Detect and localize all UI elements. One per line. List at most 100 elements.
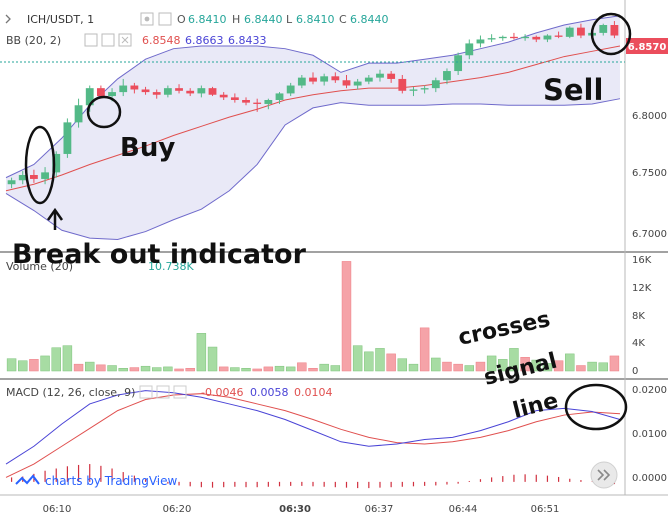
volume-bar: [598, 362, 608, 372]
candle-body: [297, 77, 306, 86]
candle-body: [521, 36, 530, 39]
volume-tick: 8K: [632, 311, 645, 322]
volume-bar: [274, 365, 285, 372]
volume-bar: [140, 365, 151, 372]
close-icon[interactable]: [173, 385, 187, 399]
volume-bar: [129, 367, 140, 372]
scroll-to-realtime-button[interactable]: [590, 461, 618, 489]
time-tick: 06:37: [365, 504, 394, 515]
volume-bar: [85, 361, 95, 372]
ohlc-value: 6.8440: [350, 13, 389, 26]
candle-body: [30, 175, 38, 179]
candle-body: [85, 88, 94, 106]
candle-body: [141, 89, 150, 93]
settings-icon[interactable]: [156, 385, 170, 399]
volume-bar: [609, 355, 620, 372]
volume-bar: [185, 368, 195, 372]
volume-axis[interactable]: 16K 12K 8K 4K 0: [632, 255, 652, 377]
macd-label: MACD (12, 26, close, 9): [6, 386, 135, 399]
candle-body: [487, 38, 496, 40]
settings-icon[interactable]: [158, 12, 172, 26]
candle-body: [108, 92, 116, 97]
volume-tick: 4K: [632, 338, 645, 349]
tradingview-branding[interactable]: charts by TradingView: [15, 474, 177, 488]
bb-lower-line: [5, 98, 621, 240]
bb-upper-line: [5, 15, 621, 179]
volume-bar: [196, 333, 207, 372]
macd-signal-value: 0.0104: [294, 386, 333, 399]
candle-body: [186, 90, 195, 94]
volume-bar: [375, 348, 385, 372]
bollinger-band-lines: [5, 15, 621, 240]
eye-icon[interactable]: [84, 33, 98, 47]
volume-bar: [319, 363, 329, 372]
candle-body: [275, 93, 284, 100]
macd-legend[interactable]: MACD (12, 26, close, 9) -0.0046 0.0058 0…: [6, 385, 333, 399]
price-tick: 6.8000: [632, 111, 667, 122]
macd-hist-value: -0.0046: [201, 386, 243, 399]
candle-body: [130, 85, 139, 90]
settings-icon[interactable]: [101, 33, 115, 47]
eye-icon[interactable]: [140, 12, 154, 26]
time-tick: 06:20: [163, 504, 192, 515]
volume-bar: [51, 347, 61, 372]
volume-bar: [18, 360, 28, 372]
candle-body: [7, 180, 16, 185]
candle-body: [320, 76, 329, 82]
candle-body: [498, 36, 507, 39]
bollinger-band-fill: [6, 15, 620, 240]
symbol-legend[interactable]: ICH/USDT, 1 O 6.8410 H 6.8440 L 6.8410 C…: [5, 12, 389, 26]
volume-bar: [218, 366, 229, 372]
volume-bar: [587, 361, 597, 372]
volume-bar: [531, 359, 541, 372]
breakout-annotation: Break out indicator: [12, 239, 307, 270]
volume-bars: [6, 261, 620, 372]
candle-body: [443, 71, 451, 81]
candle-body: [175, 88, 183, 91]
volume-bar: [207, 346, 218, 372]
volume-label: Volume (20): [6, 260, 73, 273]
time-tick: 06:44: [449, 504, 478, 515]
candle-body: [18, 175, 27, 181]
time-axis[interactable]: 06:10 06:20 06:30 06:37 06:44 06:51: [43, 504, 560, 515]
time-tick: 06:51: [531, 504, 560, 515]
volume-tick: 0: [632, 366, 638, 377]
candle-body: [376, 73, 384, 78]
candle-body: [543, 35, 552, 40]
bb-upper-value: 6.8663: [185, 34, 224, 47]
candle-body: [52, 153, 61, 173]
macd-axis[interactable]: 0.0200 0.0100 0.0000: [632, 385, 667, 484]
candle-body: [119, 85, 128, 93]
candle-body: [554, 35, 563, 37]
volume-bar: [386, 353, 396, 372]
volume-bar: [40, 355, 50, 372]
volume-bar: [308, 368, 318, 372]
volume-bar: [330, 365, 341, 372]
arrow-up-head-icon: [46, 207, 64, 221]
macd-line: [5, 390, 621, 465]
macd-signal-line: [5, 393, 621, 478]
candle-body: [476, 39, 485, 44]
cross-circle: [564, 383, 628, 431]
volume-bar: [408, 363, 419, 372]
ohlc-value: 6.8440: [244, 13, 283, 26]
bb-legend[interactable]: BB (20, 2) 6.8548 6.8663 6.8433: [6, 33, 267, 47]
close-icon[interactable]: [118, 33, 132, 47]
breakout-circle: [24, 125, 56, 205]
buy-annotation: Buy: [120, 133, 175, 163]
bb-middle-line: [5, 45, 621, 192]
volume-bar: [252, 368, 262, 372]
ohlc-value: 6.8410: [188, 13, 227, 26]
volume-bar: [96, 364, 106, 372]
candle-body: [610, 25, 619, 36]
chevron-icon[interactable]: [5, 14, 11, 24]
volume-bar: [453, 363, 463, 372]
eye-icon[interactable]: [139, 385, 153, 399]
volume-legend[interactable]: Volume (20) 10.738K: [6, 260, 194, 273]
volume-bar: [107, 365, 117, 372]
candle-body: [465, 43, 474, 56]
sell-circle: [590, 12, 632, 56]
double-chevron-right-icon: [597, 469, 605, 481]
price-axis[interactable]: 6.8000 6.7500 6.7000: [632, 111, 667, 240]
